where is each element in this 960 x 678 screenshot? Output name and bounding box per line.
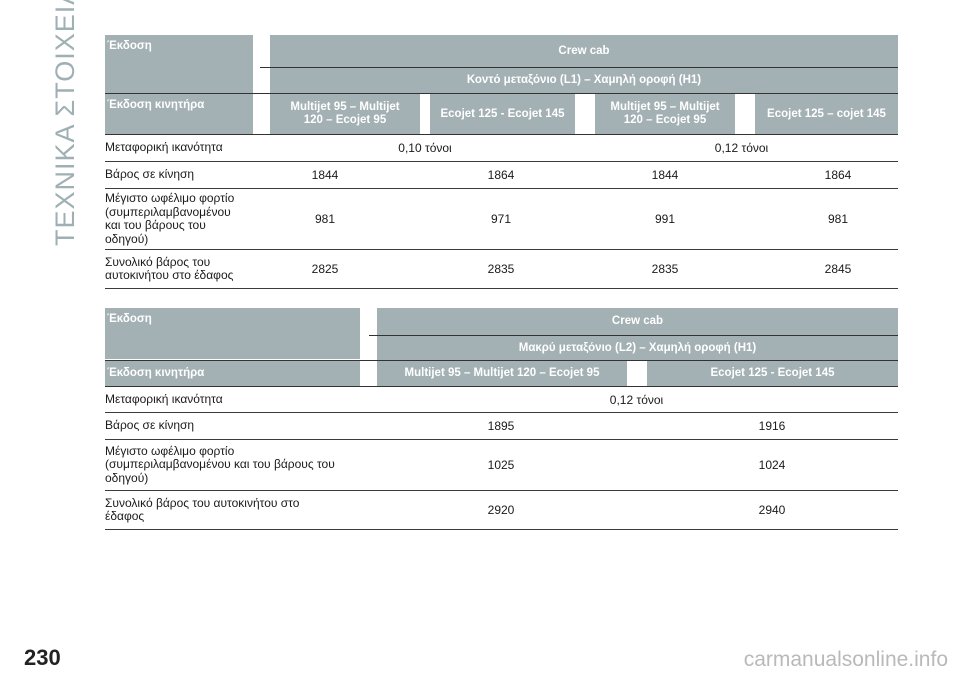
header-bottom-rule bbox=[105, 134, 898, 135]
version-label: Έκδοση bbox=[107, 313, 152, 325]
body-type-header: Κοντό μεταξόνιο (L1) – Χαμηλή οροφή (H1) bbox=[270, 68, 898, 93]
table-row: Μεταφορική ικανότητα 0,10 τόνοι 0,12 τόν… bbox=[105, 135, 898, 162]
table-row: Μέγιστο ωφέλιμο φορτίο (συμπεριλαμβανομέ… bbox=[105, 440, 898, 491]
value-cell: 2845 bbox=[824, 262, 852, 276]
crew-cab-label: Crew cab bbox=[558, 44, 610, 57]
watermark: carmanualsonline.info bbox=[743, 648, 948, 671]
engine-header-cell: Έκδοση κινητήρα bbox=[105, 361, 360, 386]
header-divider bbox=[105, 93, 898, 94]
value-cell: 2835 bbox=[651, 262, 679, 276]
engine-label: Έκδοση κινητήρα bbox=[107, 99, 205, 111]
row-label: Μεταφορική ικανότητα bbox=[105, 391, 223, 406]
row-label: Συνολικό βάρος του αυτοκινήτου στο έδαφο… bbox=[105, 254, 234, 282]
value-cell: 0,12 τόνοι bbox=[609, 392, 664, 407]
engine-col-2: Ecojet 125 - Ecojet 145 bbox=[647, 361, 898, 386]
value-cell: 1844 bbox=[651, 168, 679, 182]
value-cell: 981 bbox=[827, 212, 849, 226]
crew-cab-header: Crew cab bbox=[377, 308, 898, 335]
table-row: Συνολικό βάρος του αυτοκινήτου στο έδαφο… bbox=[105, 491, 898, 530]
value-cell: 2940 bbox=[758, 503, 786, 517]
value-cell: 1864 bbox=[487, 168, 515, 182]
crew-cab-header: Crew cab bbox=[270, 35, 898, 67]
value-cell: 1864 bbox=[824, 168, 852, 182]
row-label: Μεταφορική ικανότητα bbox=[105, 140, 223, 155]
body-type-label: Μακρύ μεταξόνιο (L2) – Χαμηλή οροφή (H1) bbox=[518, 341, 757, 354]
value-cell: 0,12 τόνοι bbox=[714, 141, 769, 155]
engine-label: Έκδοση κινητήρα bbox=[107, 367, 205, 379]
value-cell: 2920 bbox=[487, 503, 515, 517]
row-label: Συνολικό βάρος του αυτοκινήτου στο έδαφο… bbox=[105, 495, 300, 523]
version-header-cell: Έκδοση bbox=[105, 35, 253, 93]
header-divider bbox=[260, 67, 898, 68]
engine-col-3: Multijet 95 – Multijet 120 – Ecojet 95 bbox=[595, 94, 735, 134]
value-cell: 1024 bbox=[758, 458, 786, 472]
engine-col-label: Multijet 95 – Multijet 120 – Ecojet 95 bbox=[290, 101, 400, 126]
header-divider bbox=[369, 335, 898, 336]
table-row: Μεταφορική ικανότητα 0,12 τόνοι bbox=[105, 387, 898, 413]
value-cell: 971 bbox=[490, 212, 512, 226]
value-cell: 1844 bbox=[311, 168, 339, 182]
engine-col-1: Multijet 95 – Multijet 120 – Ecojet 95 bbox=[377, 361, 627, 386]
engine-header-cell: Έκδοση κινητήρα bbox=[105, 94, 253, 134]
value-cell: 2825 bbox=[311, 262, 339, 276]
crew-cab-label: Crew cab bbox=[611, 315, 664, 327]
value-cell: 981 bbox=[314, 212, 336, 226]
value-cell: 1916 bbox=[758, 419, 786, 433]
page-number: 230 bbox=[24, 645, 61, 670]
value-cell: 1895 bbox=[487, 419, 515, 433]
body-type-label: Κοντό μεταξόνιο (L1) – Χαμηλή οροφή (H1) bbox=[466, 74, 702, 86]
table-row: Βάρος σε κίνηση 1844 1864 1844 1864 bbox=[105, 162, 898, 189]
engine-col-2: Ecojet 125 - Ecojet 145 bbox=[430, 94, 575, 134]
header-divider bbox=[105, 360, 898, 361]
engine-col-label: Ecojet 125 - Ecojet 145 bbox=[440, 107, 565, 120]
row-label: Μέγιστο ωφέλιμο φορτίο (συμπεριλαμβανομέ… bbox=[105, 443, 335, 485]
table-row: Συνολικό βάρος του αυτοκινήτου στο έδαφο… bbox=[105, 250, 898, 289]
version-header-cell: Έκδοση bbox=[105, 308, 360, 359]
value-cell: 2835 bbox=[487, 262, 515, 276]
row-label: Βάρος σε κίνηση bbox=[105, 167, 195, 182]
value-cell: 1025 bbox=[487, 458, 515, 472]
header-bottom-rule bbox=[105, 386, 898, 387]
table-row: Βάρος σε κίνηση 1895 1916 bbox=[105, 413, 898, 440]
value-cell: 0,10 τόνοι bbox=[398, 141, 452, 155]
engine-col-label: Multijet 95 – Multijet 120 – Ecojet 95 bbox=[404, 367, 600, 379]
row-label: Μέγιστο ωφέλιμο φορτίο (συμπεριλαμβανομέ… bbox=[105, 191, 235, 246]
value-cell: 991 bbox=[654, 212, 676, 226]
section-title: ΤΕΧΝΙΚΑ ΣΤΟΙΧΕΙΑ bbox=[50, 0, 80, 246]
version-label: Έκδοση bbox=[107, 40, 152, 52]
engine-col-1: Multijet 95 – Multijet 120 – Ecojet 95 bbox=[270, 94, 420, 134]
row-label: Βάρος σε κίνηση bbox=[105, 418, 195, 433]
engine-col-label: Multijet 95 – Multijet 120 – Ecojet 95 bbox=[610, 101, 720, 126]
engine-col-label: Ecojet 125 - Ecojet 145 bbox=[710, 367, 835, 379]
engine-col-label: Ecojet 125 – cojet 145 bbox=[767, 107, 886, 120]
engine-col-4: Ecojet 125 – cojet 145 bbox=[755, 94, 898, 134]
body-type-header: Μακρύ μεταξόνιο (L2) – Χαμηλή οροφή (H1) bbox=[377, 336, 898, 360]
table-row: Μέγιστο ωφέλιμο φορτίο (συμπεριλαμβανομέ… bbox=[105, 189, 898, 250]
